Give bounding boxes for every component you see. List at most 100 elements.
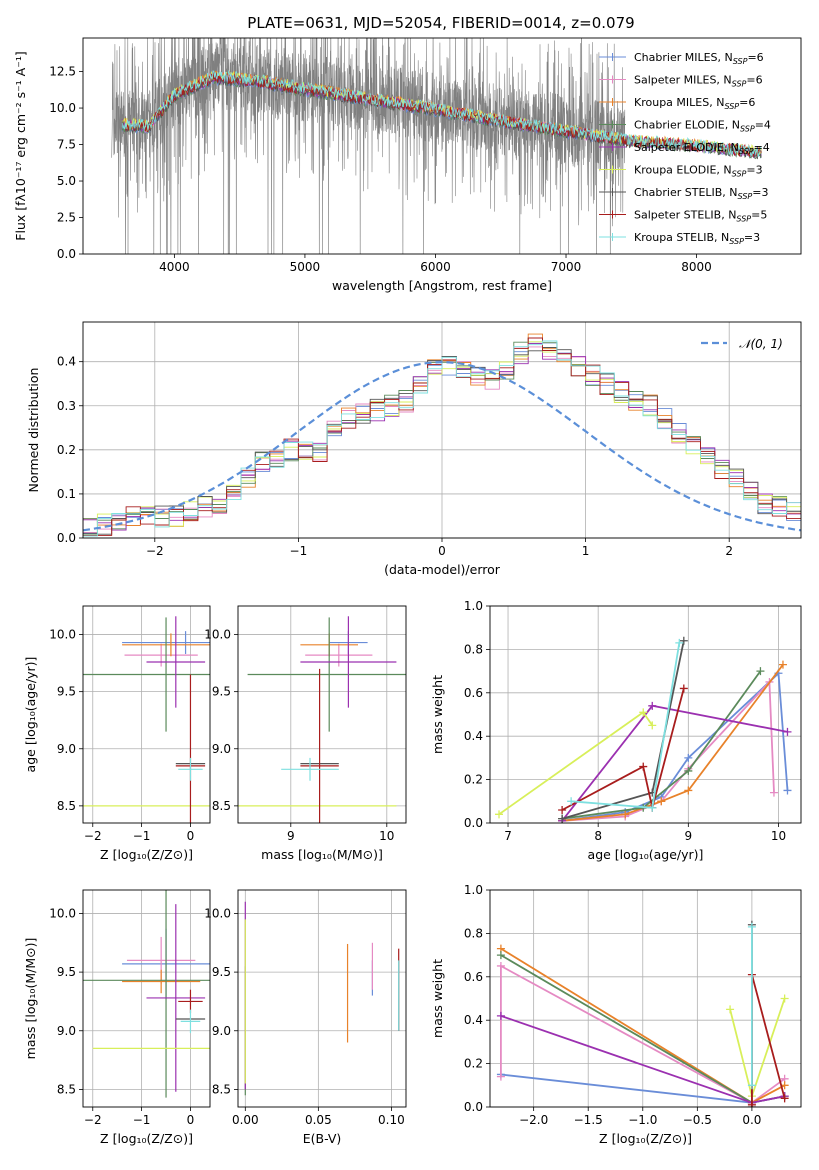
legend-entry: Salpeter MILES, NSSP=6 xyxy=(634,74,763,89)
y-tick-label: 5.0 xyxy=(57,174,76,188)
y-tick-label: 2.5 xyxy=(57,211,76,225)
mass_vs_EBV-frame xyxy=(237,889,407,1108)
age_vs_Z-panel: −2 −1 0 8.5 9.0 9.5 10.0 Z [log₁₀(Z/Z⊙)] age [lo… xyxy=(23,605,211,862)
weight_vs_age-x-axis-label: age [log₁₀(age/yr)] xyxy=(588,847,704,862)
data-point xyxy=(83,890,210,1098)
age_vs_mass-panel: 9 10 8.5 9.0 9.5 10.0 mass [log₁₀(M/M⊙)] xyxy=(204,605,407,862)
residual-histogram xyxy=(83,340,801,538)
series-marker xyxy=(684,786,693,795)
y-tick-label: 9.0 xyxy=(212,742,231,756)
age_vs_mass-x-axis-label: mass [log₁₀(M/M⊙)] xyxy=(261,847,383,862)
series-marker xyxy=(648,803,657,812)
mass_vs_Z-frame xyxy=(82,889,211,1108)
series-marker xyxy=(567,797,576,806)
y-tick-label: 8.5 xyxy=(57,799,76,813)
series-marker xyxy=(496,1072,505,1081)
residuals-x-axis-label: (data-model)/error xyxy=(384,562,501,577)
spectrum-frame xyxy=(82,37,802,255)
mass_vs_Z-y-axis-label: mass [log₁₀(M/M⊙)] xyxy=(23,938,38,1060)
weight_vs_age-plot-area xyxy=(495,636,792,823)
residuals-frame xyxy=(82,321,802,539)
y-tick-label: 9.0 xyxy=(57,742,76,756)
data-point xyxy=(146,616,206,708)
x-tick-label: 6000 xyxy=(420,260,451,274)
series-marker xyxy=(496,951,505,960)
y-tick-label: 9.5 xyxy=(57,965,76,979)
series-marker xyxy=(780,994,789,1003)
y-tick-label: 0.2 xyxy=(57,443,76,457)
data-point xyxy=(305,643,373,667)
series-marker xyxy=(679,636,688,645)
data-point xyxy=(247,617,406,732)
x-tick-label: −1 xyxy=(133,829,151,843)
x-tick-label: 9 xyxy=(684,829,692,843)
y-tick-label: 1.0 xyxy=(464,599,483,613)
x-tick-label: −1 xyxy=(290,544,308,558)
y-tick-label: 0.0 xyxy=(57,247,76,261)
y-tick-label: 0.4 xyxy=(464,1013,483,1027)
y-tick-label: 8.5 xyxy=(212,1082,231,1096)
series-line xyxy=(558,636,688,823)
y-tick-label: 7.5 xyxy=(57,138,76,152)
age_vs_Z-plot-area xyxy=(83,616,210,823)
series-line xyxy=(495,708,657,819)
series-marker xyxy=(639,708,648,717)
legend-entry: Kroupa STELIB, NSSP=3 xyxy=(634,231,760,246)
data-point xyxy=(83,617,210,732)
y-tick-label: 0.0 xyxy=(464,1100,483,1114)
data-point xyxy=(300,668,339,823)
y-tick-label: 9.5 xyxy=(212,685,231,699)
y-tick-label: 0.0 xyxy=(57,531,76,545)
x-tick-label: −1.0 xyxy=(628,1113,657,1127)
spectrum-panel: 4000 5000 6000 7000 8000 0.0 2.5 5.0 7.5 10.0 12.5… xyxy=(13,37,802,293)
weight_vs_Z-plot-area xyxy=(496,920,789,1107)
y-tick-label: 0.6 xyxy=(464,970,483,984)
data-point xyxy=(281,757,339,781)
x-tick-label: 0.10 xyxy=(378,1113,405,1127)
figure-title: PLATE=0631, MJD=52054, FIBERID=0014, z=0… xyxy=(247,14,634,32)
y-tick-label: 10.0 xyxy=(204,628,231,642)
y-tick-label: 9.0 xyxy=(57,1024,76,1038)
y-tick-label: 8.5 xyxy=(212,799,231,813)
series-marker xyxy=(639,762,648,771)
series-path xyxy=(561,671,789,822)
y-tick-label: 9.5 xyxy=(57,685,76,699)
model-spectrum xyxy=(121,72,762,158)
series-marker xyxy=(558,805,567,814)
series-line xyxy=(558,667,765,823)
series-marker xyxy=(679,684,688,693)
legend-entry: Chabrier STELIB, NSSP=3 xyxy=(634,186,768,201)
x-tick-label: 10 xyxy=(771,829,786,843)
x-tick-label: 5000 xyxy=(290,260,321,274)
mass_vs_Z-plot-area xyxy=(83,890,210,1098)
x-tick-label: −2 xyxy=(84,829,102,843)
series-marker xyxy=(780,1094,789,1103)
x-tick-label: 8000 xyxy=(681,260,712,274)
data-point xyxy=(122,633,210,657)
y-tick-label: 8.5 xyxy=(57,1082,76,1096)
weight_vs_age-y-axis-label: mass weight xyxy=(430,675,445,754)
y-tick-label: 10.0 xyxy=(49,101,76,115)
series-marker xyxy=(675,638,684,647)
mass_vs_EBV-panel: 0.00 0.05 0.10 8.5 9.0 9.5 10.0 E(B-V) xyxy=(204,889,407,1146)
data-point xyxy=(122,631,210,654)
x-tick-label: 8 xyxy=(594,829,602,843)
data-point xyxy=(180,1009,201,1034)
y-tick-label: 9.5 xyxy=(212,965,231,979)
age_vs_Z-frame xyxy=(82,605,211,824)
series-path xyxy=(562,679,775,822)
residuals-y-axis-label: Normed distribution xyxy=(26,368,41,493)
legend-entry: Salpeter ELODIE, NSSP=4 xyxy=(634,141,770,156)
weight_vs_age-frame xyxy=(489,605,802,824)
series-marker xyxy=(769,788,778,797)
mass_vs_Z-x-axis-label: Z [log₁₀(Z/Z⊙)] xyxy=(100,1131,193,1146)
y-tick-label: 12.5 xyxy=(49,65,76,79)
spectrum-x-axis-label: wavelength [Angstrom, rest frame] xyxy=(332,278,552,293)
weight_vs_Z-panel: −2.0 −1.5 −1.0 −0.5 0.0 0.0 0.2 0.4 0.6 0.8 1.0 Z [… xyxy=(430,883,802,1146)
x-tick-label: −1 xyxy=(133,1113,151,1127)
series-marker xyxy=(496,1011,505,1020)
legend-entry: 𝒩(0, 1) xyxy=(739,337,783,351)
residuals-plot-area xyxy=(83,333,801,538)
series-marker xyxy=(783,727,792,736)
